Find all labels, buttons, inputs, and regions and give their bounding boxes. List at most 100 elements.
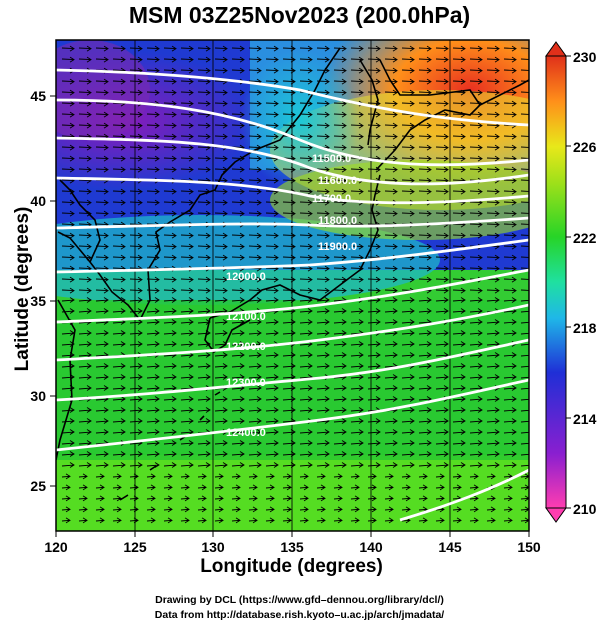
wind-arrow bbox=[503, 166, 517, 173]
wind-arrow bbox=[401, 341, 415, 347]
wind-arrow bbox=[282, 166, 296, 173]
wind-arrow bbox=[282, 451, 296, 457]
colorbar-tick-label: 214 bbox=[573, 411, 597, 427]
wind-arrow bbox=[265, 429, 279, 435]
wind-arrow bbox=[486, 210, 500, 217]
wind-arrow bbox=[503, 100, 517, 107]
wind-arrow bbox=[520, 517, 529, 524]
wind-arrow bbox=[401, 78, 415, 85]
wind-arrow bbox=[129, 319, 143, 325]
wind-arrow bbox=[435, 352, 449, 358]
wind-arrow bbox=[367, 440, 381, 446]
wind-arrow bbox=[469, 462, 483, 468]
wind-arrow bbox=[401, 451, 415, 457]
wind-arrow bbox=[265, 254, 279, 261]
wind-arrow bbox=[367, 243, 381, 250]
wind-arrow bbox=[299, 451, 313, 457]
wind-arrow bbox=[180, 451, 194, 457]
wind-arrow bbox=[418, 166, 432, 173]
wind-arrow bbox=[129, 243, 143, 250]
wind-arrow bbox=[452, 418, 466, 424]
wind-arrow bbox=[333, 506, 343, 513]
contour-label-group: 11500.0 11600.0 11700.0 11800.0 11900.0 … bbox=[226, 153, 357, 439]
wind-arrow bbox=[248, 319, 262, 325]
wind-arrow bbox=[316, 177, 330, 184]
wind-arrow bbox=[112, 506, 122, 513]
wind-arrow bbox=[316, 56, 330, 63]
wind-arrow bbox=[452, 89, 466, 96]
wind-arrow bbox=[299, 133, 313, 140]
wind-arrow bbox=[503, 276, 517, 283]
wind-arrow bbox=[350, 210, 364, 217]
wind-arrow bbox=[197, 462, 211, 468]
wind-arrow bbox=[163, 144, 177, 151]
wind-arrow bbox=[350, 67, 364, 74]
wind-arrow bbox=[146, 451, 160, 457]
wind-arrow bbox=[401, 265, 415, 272]
wind-arrow bbox=[469, 341, 483, 347]
wind-arrow bbox=[452, 462, 466, 468]
wind-arrow bbox=[163, 319, 177, 325]
wind-arrow bbox=[469, 78, 483, 85]
wind-arrow bbox=[95, 407, 109, 413]
wind-arrow bbox=[401, 440, 415, 446]
wind-arrow bbox=[503, 144, 517, 151]
wind-arrow bbox=[333, 78, 347, 85]
wind-arrow bbox=[520, 330, 529, 336]
wind-arrow bbox=[180, 155, 194, 162]
wind-arrow bbox=[384, 495, 394, 502]
wind-arrow bbox=[520, 506, 529, 513]
wind-arrow bbox=[418, 385, 432, 391]
wind-arrow bbox=[333, 133, 347, 140]
wind-arrow bbox=[333, 45, 347, 52]
wind-arrow bbox=[197, 484, 207, 491]
wind-arrow bbox=[367, 67, 381, 74]
wind-arrow bbox=[435, 385, 449, 391]
wind-arrow bbox=[265, 199, 279, 206]
wind-arrow bbox=[214, 276, 228, 283]
wind-arrow bbox=[197, 243, 211, 250]
wind-arrow bbox=[248, 45, 262, 52]
wind-arrow bbox=[214, 462, 228, 468]
wind-arrow bbox=[214, 155, 228, 162]
wind-arrow bbox=[418, 122, 432, 129]
wind-arrow bbox=[299, 144, 313, 151]
wind-arrow bbox=[401, 210, 415, 217]
wind-arrow bbox=[197, 210, 211, 217]
wind-arrow bbox=[129, 276, 143, 283]
wind-arrow bbox=[282, 462, 296, 468]
wind-arrow bbox=[469, 166, 483, 173]
colorbar-tick-label: 226 bbox=[573, 139, 597, 155]
wind-arrow bbox=[401, 276, 415, 283]
wind-arrow bbox=[401, 89, 415, 96]
wind-arrow bbox=[520, 277, 529, 283]
wind-arrow bbox=[350, 188, 364, 195]
wind-arrow bbox=[367, 210, 381, 217]
wind-arrow bbox=[282, 56, 296, 63]
wind-arrow bbox=[180, 473, 190, 480]
wind-arrow bbox=[469, 506, 479, 513]
wind-arrow bbox=[163, 396, 177, 402]
drawing-credit: Drawing by DCL (https://www.gfd–dennou.o… bbox=[155, 594, 444, 606]
wind-arrow bbox=[486, 111, 500, 118]
wind-arrow bbox=[129, 188, 143, 195]
wind-arrow bbox=[452, 232, 466, 239]
wind-arrow bbox=[180, 484, 190, 491]
wind-arrow bbox=[248, 462, 262, 468]
wind-arrow bbox=[231, 155, 245, 162]
wind-arrow bbox=[299, 462, 313, 468]
wind-arrow bbox=[486, 78, 500, 85]
wind-arrow bbox=[214, 319, 228, 325]
wind-arrow bbox=[520, 440, 529, 446]
wind-arrow bbox=[197, 440, 211, 446]
wind-arrow bbox=[282, 363, 296, 369]
wind-arrow bbox=[503, 210, 517, 217]
wind-arrow bbox=[61, 308, 75, 314]
wind-arrow bbox=[452, 517, 462, 524]
wind-arrow bbox=[231, 276, 245, 283]
wind-arrow bbox=[384, 67, 398, 74]
wind-arrow bbox=[384, 341, 398, 347]
wind-arrow bbox=[231, 254, 245, 261]
wind-arrow bbox=[78, 308, 92, 314]
wind-arrow bbox=[503, 56, 517, 63]
